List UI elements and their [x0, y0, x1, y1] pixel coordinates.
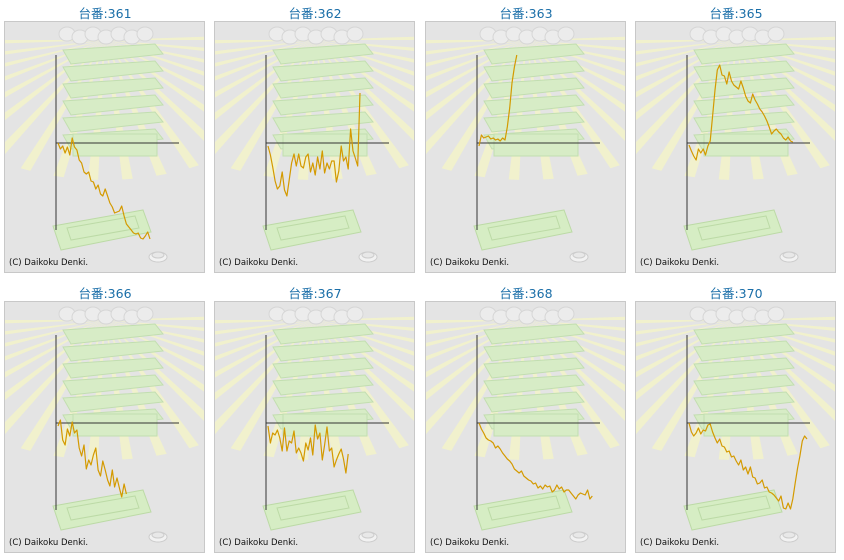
- copyright-text: (C) Daikoku Denki.: [219, 538, 299, 548]
- series-line: [478, 422, 593, 500]
- payout-graph: [5, 306, 204, 543]
- graph-frame: (C) Daikoku Denki.: [4, 301, 205, 553]
- machine-number-title[interactable]: 台番:361: [78, 6, 132, 21]
- copyright-text: (C) Daikoku Denki.: [430, 258, 510, 268]
- copyright-text: (C) Daikoku Denki.: [9, 538, 89, 548]
- backdrop-illustration: [5, 306, 204, 543]
- machine-number-title[interactable]: 台番:366: [78, 286, 132, 301]
- payout-graph: [5, 26, 204, 263]
- series-line: [267, 424, 349, 474]
- backdrop-illustration: [5, 26, 204, 263]
- machine-number-title[interactable]: 台番:365: [709, 6, 763, 21]
- copyright-text: (C) Daikoku Denki.: [219, 258, 299, 268]
- payout-graph: [215, 26, 414, 263]
- payout-graph: [426, 26, 625, 263]
- machine-panel[interactable]: 台番:365 (C) Daikoku Denki.: [631, 0, 841, 280]
- graph-frame: (C) Daikoku Denki.: [635, 21, 836, 273]
- series-line: [57, 137, 151, 240]
- backdrop-illustration: [426, 306, 625, 543]
- graph-frame: (C) Daikoku Denki.: [425, 301, 626, 553]
- backdrop-illustration: [636, 26, 835, 263]
- machine-number-title[interactable]: 台番:362: [288, 6, 342, 21]
- copyright-text: (C) Daikoku Denki.: [640, 258, 720, 268]
- machine-number-title[interactable]: 台番:370: [709, 286, 763, 301]
- machine-panel[interactable]: 台番:366 (C) Daikoku Denki.: [0, 280, 210, 560]
- machine-panel[interactable]: 台番:362 (C) Daikoku Denki.: [210, 0, 420, 280]
- payout-graph: [636, 306, 835, 543]
- machine-panel[interactable]: 台番:368 (C) Daikoku Denki.: [421, 280, 631, 560]
- series-line: [267, 92, 361, 197]
- payout-graph: [426, 306, 625, 543]
- machine-panel[interactable]: 台番:361 (C) Daikoku Denki.: [0, 0, 210, 280]
- backdrop-illustration: [215, 26, 414, 263]
- copyright-text: (C) Daikoku Denki.: [640, 538, 720, 548]
- copyright-text: (C) Daikoku Denki.: [9, 258, 89, 268]
- copyright-text: (C) Daikoku Denki.: [430, 538, 510, 548]
- payout-graph: [636, 26, 835, 263]
- machine-number-title[interactable]: 台番:367: [288, 286, 342, 301]
- graph-frame: (C) Daikoku Denki.: [635, 301, 836, 553]
- machine-number-title[interactable]: 台番:363: [499, 6, 553, 21]
- machine-panel[interactable]: 台番:363 (C) Daikoku Denki.: [421, 0, 631, 280]
- machine-panel[interactable]: 台番:367 (C) Daikoku Denki.: [210, 280, 420, 560]
- payout-graph: [215, 306, 414, 543]
- graph-frame: (C) Daikoku Denki.: [214, 21, 415, 273]
- graph-frame: (C) Daikoku Denki.: [214, 301, 415, 553]
- graph-frame: (C) Daikoku Denki.: [425, 21, 626, 273]
- backdrop-illustration: [426, 26, 625, 263]
- series-line: [688, 64, 794, 161]
- series-line: [57, 419, 127, 498]
- machine-number-title[interactable]: 台番:368: [499, 286, 553, 301]
- machine-panel[interactable]: 台番:370 (C) Daikoku Denki.: [631, 280, 841, 560]
- graph-frame: (C) Daikoku Denki.: [4, 21, 205, 273]
- series-line: [688, 422, 808, 510]
- backdrop-illustration: [636, 306, 835, 543]
- series-line: [478, 54, 518, 147]
